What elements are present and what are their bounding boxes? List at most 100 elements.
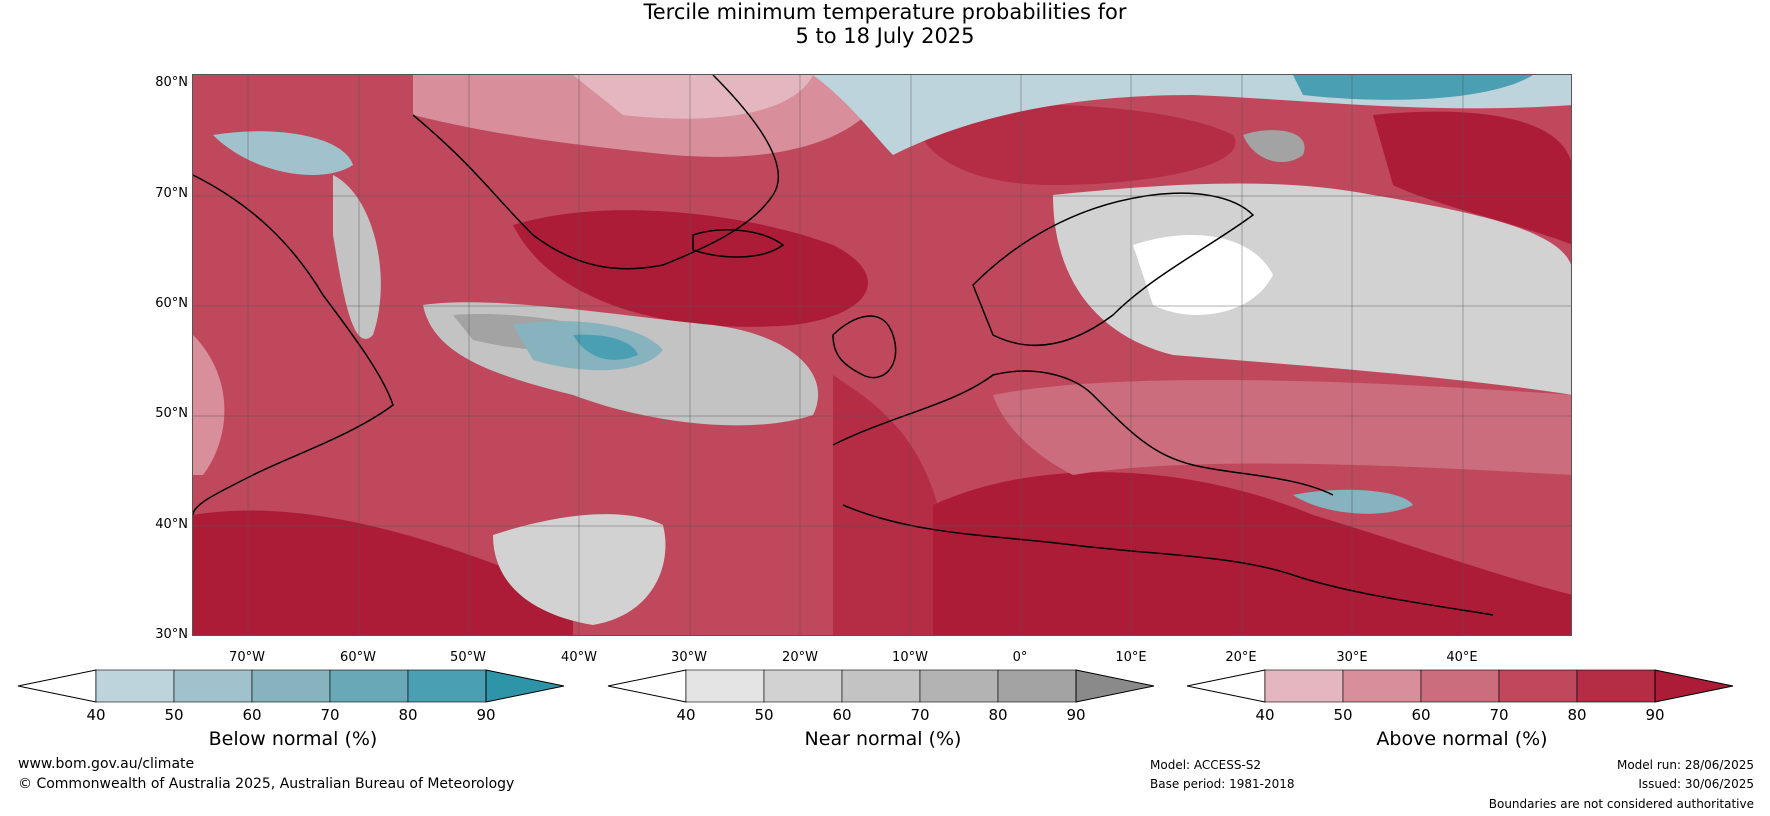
colorbar-swatch	[173, 669, 253, 703]
colorbar-tick-label: 80	[988, 706, 1008, 724]
colorbar-tick-label: 50	[164, 706, 184, 724]
region-near-70-labrador	[333, 175, 381, 339]
lon-label-0: 0°	[1012, 650, 1028, 665]
colorbar-tick-label: 40	[1255, 706, 1275, 724]
colorbar-swatch	[997, 669, 1077, 703]
region-near-40	[1133, 235, 1273, 315]
colorbar-tick-label: 80	[1567, 706, 1587, 724]
colorbar-tick-label: 60	[242, 706, 262, 724]
colorbar-swatch	[329, 669, 409, 703]
colorbar-below-normal-swatches	[17, 669, 565, 703]
map-canvas	[193, 75, 1571, 635]
greenland-coastline	[412, 75, 779, 270]
region-near-60	[493, 514, 666, 625]
colorbar-below-normal-label: Below normal (%)	[208, 728, 378, 750]
colorbar-swatch	[841, 669, 921, 703]
colorbar-above-normal-label: Above normal (%)	[1376, 728, 1548, 750]
region-above-80	[833, 375, 953, 635]
colorbar-swatch	[1342, 669, 1422, 703]
colorbar-near-normal: 40 50 60 70 80 90 Near normal (%)	[607, 668, 1158, 778]
colorbar-tick-label: 70	[1489, 706, 1509, 724]
colorbar-below-normal-ticks: 40 50 60 70 80 90	[18, 706, 568, 724]
lon-label-10e: 10°E	[1115, 650, 1147, 665]
lon-label-30e: 30°E	[1336, 650, 1368, 665]
region-below-60	[213, 131, 353, 175]
lon-label-10w: 10°W	[892, 650, 928, 665]
region-below-80-arctic	[1293, 75, 1533, 100]
lon-label-50w: 50°W	[450, 650, 486, 665]
region-below-70-caspian	[1293, 489, 1413, 514]
colorbar-swatch	[685, 669, 765, 703]
lon-label-20w: 20°W	[782, 650, 818, 665]
lat-label-60n: 60°N	[155, 296, 188, 311]
colorbar-tick-label: 60	[1411, 706, 1431, 724]
colorbar-tick-label: 70	[910, 706, 930, 724]
africa-coastline	[842, 504, 1494, 616]
lon-label-70w: 70°W	[229, 650, 265, 665]
region-above-70-europe	[993, 380, 1571, 475]
map-title: Tercile minimum temperature probabilitie…	[0, 0, 1770, 48]
colorbar-swatch	[407, 669, 487, 703]
colorbar-tick-label: 90	[1645, 706, 1665, 724]
iceland-coastline	[692, 229, 785, 258]
region-above-50	[573, 75, 813, 119]
colorbar-above-normal-ticks: 40 50 60 70 80 90	[1187, 706, 1737, 724]
lat-label-70n: 70°N	[155, 186, 188, 201]
colorbar-extend-high	[485, 669, 565, 703]
colorbar-near-normal-swatches	[607, 669, 1155, 703]
lon-label-40w: 40°W	[561, 650, 597, 665]
lon-label-40e: 40°E	[1446, 650, 1478, 665]
lat-label-80n: 80°N	[155, 75, 188, 90]
footer-copyright: © Commonwealth of Australia 2025, Austra…	[18, 776, 515, 792]
colorbar-tick-label: 40	[86, 706, 106, 724]
lat-label-40n: 40°N	[155, 517, 188, 532]
colorbar-tick-label: 70	[320, 706, 340, 724]
europe-coastline	[832, 370, 1334, 496]
colorbar-near-normal-label: Near normal (%)	[804, 728, 962, 750]
region-above-90-south	[933, 472, 1571, 635]
region-above-90	[193, 510, 573, 635]
colorbar-near-normal-ticks: 40 50 60 70 80 90	[608, 706, 1158, 724]
colorbar-above-normal: 40 50 60 70 80 90 Above normal (%)	[1186, 668, 1737, 778]
region-near-90-arctic	[1243, 130, 1305, 163]
colorbar-swatch	[919, 669, 999, 703]
footer-issued: Issued: 30/06/2025	[1638, 777, 1754, 791]
colorbar-below-normal: 40 50 60 70 80 90 Below normal (%)	[17, 668, 568, 778]
lon-label-60w: 60°W	[340, 650, 376, 665]
title-line-1: Tercile minimum temperature probabilitie…	[643, 0, 1127, 24]
colorbar-swatch	[1264, 669, 1344, 703]
colorbar-extend-high	[1075, 669, 1155, 703]
north-america-coastline	[193, 174, 394, 516]
footer-model-run: Model run: 28/06/2025	[1616, 758, 1754, 772]
region-above-60-west	[193, 335, 225, 475]
title-line-2: 5 to 18 July 2025	[795, 24, 975, 48]
colorbar-swatch	[95, 669, 175, 703]
footer-base-period: Base period: 1981-2018	[1150, 777, 1295, 791]
lat-label-50n: 50°N	[155, 406, 188, 421]
lat-label-30n: 30°N	[155, 627, 188, 642]
colorbar-swatch	[1576, 669, 1656, 703]
region-above-80-north	[913, 104, 1236, 185]
colorbar-tick-label: 90	[476, 706, 496, 724]
graticule	[193, 75, 1571, 635]
region-above-90-atlantic	[513, 210, 868, 327]
colorbar-swatch	[763, 669, 843, 703]
colorbar-tick-label: 80	[398, 706, 418, 724]
colorbar-tick-label: 50	[1333, 706, 1353, 724]
colorbar-swatch	[1420, 669, 1500, 703]
colorbar-tick-label: 60	[832, 706, 852, 724]
colorbar-extend-low	[1186, 669, 1266, 703]
colorbar-swatch	[251, 669, 331, 703]
footer-url[interactable]: www.bom.gov.au/climate	[18, 756, 195, 772]
scandinavia-coastline	[972, 192, 1255, 347]
footer-model: Model: ACCESS-S2	[1150, 758, 1262, 772]
colorbar-extend-low	[17, 669, 97, 703]
lon-label-30w: 30°W	[671, 650, 707, 665]
colorbar-above-normal-swatches	[1186, 669, 1734, 703]
footer-disclaimer: Boundaries are not considered authoritat…	[1488, 797, 1754, 811]
colorbar-extend-low	[607, 669, 687, 703]
colorbar-extend-high	[1654, 669, 1734, 703]
lon-label-20e: 20°E	[1225, 650, 1257, 665]
colorbar-swatch	[1498, 669, 1578, 703]
colorbar-tick-label: 90	[1066, 706, 1086, 724]
